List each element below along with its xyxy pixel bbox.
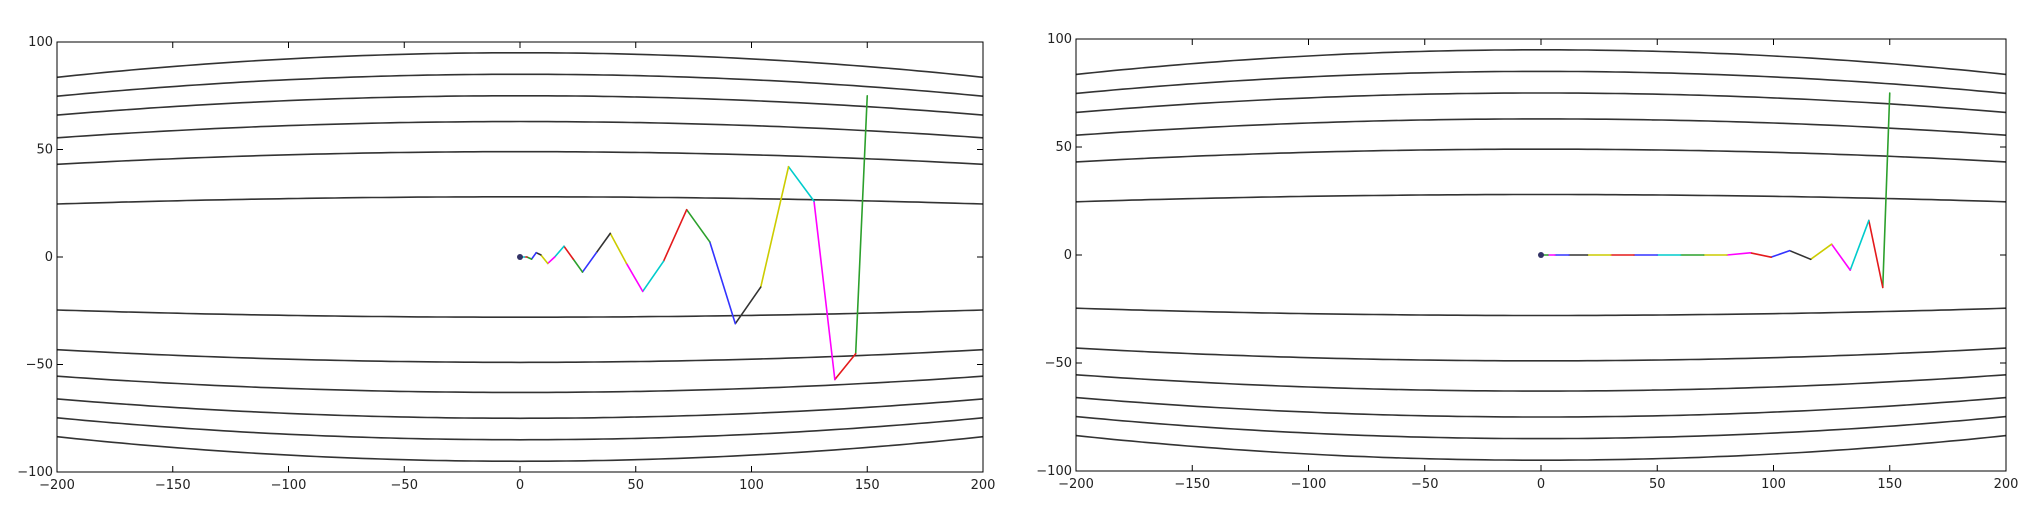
contour-line (57, 309, 983, 319)
trajectory-segment (1770, 249, 1791, 258)
contour-line (1076, 193, 2006, 203)
trajectory-segment (1881, 92, 1891, 289)
x-tick-label: 100 (739, 478, 764, 493)
contour-line (1076, 374, 2006, 392)
y-tick-label: 50 (1055, 140, 1072, 155)
contour-line (57, 51, 983, 79)
trajectory-segment (1788, 249, 1812, 261)
x-tick-label: 150 (1877, 477, 1902, 492)
x-tick-label: −50 (391, 478, 418, 493)
start-point-marker (1538, 252, 1544, 258)
x-tick-label: 200 (1994, 477, 2019, 492)
trajectory-segment (641, 260, 665, 293)
y-tick-label: 100 (28, 35, 53, 50)
trajectory-segment (625, 262, 644, 293)
trajectory-segment (540, 254, 549, 265)
contour-line (1076, 48, 2006, 76)
trajectory-segment (1830, 243, 1852, 271)
trajectory-segment (563, 245, 575, 260)
y-tick-label: −50 (1045, 356, 1072, 371)
trajectory-segment (1809, 243, 1833, 261)
plot-panel-1: −200 −150 −100 −50 0 50 100 150 200 −100 −50 0 50 100 (17, 35, 995, 493)
contour-line (57, 417, 983, 441)
y-tick-label: −50 (26, 358, 53, 373)
start-point-marker (517, 254, 523, 260)
x-tick-label: 50 (627, 478, 644, 493)
y-tick-label: 100 (1047, 32, 1072, 47)
y-tick-label: −100 (1036, 464, 1072, 479)
contour-line (57, 120, 983, 139)
y-tick-label: 0 (1064, 248, 1072, 263)
trajectory-segment (834, 352, 857, 381)
contour-line (57, 398, 983, 420)
contour-line (1076, 415, 2006, 440)
trajectory-segment (530, 251, 538, 260)
trajectory-segment (1726, 252, 1752, 256)
contour-line (1076, 396, 2006, 418)
trajectory-segment (1749, 252, 1772, 258)
contour-line (57, 375, 983, 394)
trajectory-segment (813, 200, 836, 381)
trajectory-segment (546, 256, 556, 265)
trajectory-segment (1868, 219, 1884, 289)
contour-line (57, 435, 983, 463)
contour-line (1076, 434, 2006, 462)
plot-area (1076, 48, 2006, 462)
trajectory-segment (595, 232, 612, 254)
x-tick-label: −50 (1411, 477, 1438, 492)
trajectory-segment (572, 258, 584, 273)
trajectory-segment (734, 286, 762, 325)
contour-line (1076, 347, 2006, 362)
trajectory-segment (609, 232, 628, 265)
x-tick-label: 100 (1761, 477, 1786, 492)
contour-line (1076, 118, 2006, 136)
trajectory-segment (581, 251, 598, 273)
trajectory-segment (685, 208, 711, 243)
y-tick-label: 50 (36, 143, 53, 158)
contour-line (57, 95, 983, 116)
x-tick-label: 0 (516, 478, 524, 493)
x-tick-label: 200 (971, 478, 996, 493)
trajectory-segment (553, 245, 565, 258)
trajectory-segment (787, 165, 815, 202)
x-tick-label: −150 (155, 478, 191, 493)
trajectory-segment (526, 256, 533, 260)
x-tick-label: −200 (39, 478, 75, 493)
x-tick-label: −100 (1291, 477, 1327, 492)
contour-line (1076, 70, 2006, 95)
trajectory-segment (1849, 219, 1870, 271)
trajectory-segment (662, 208, 688, 263)
trajectory-segment (759, 165, 790, 288)
trajectory-segment (709, 241, 737, 325)
contour-line (57, 73, 983, 97)
trajectory-segment (535, 251, 542, 256)
trajectory-segment (854, 94, 869, 355)
contour-line (57, 196, 983, 205)
contour-line (1076, 92, 2006, 114)
x-tick-label: 150 (855, 478, 880, 493)
contour-line (57, 150, 983, 166)
x-tick-label: −100 (271, 478, 307, 493)
plot-panel-2: −200 −150 −100 −50 0 50 100 150 200 −100 −50 0 50 100 (1036, 32, 2018, 492)
x-tick-label: −200 (1058, 477, 1094, 492)
contour-line (1076, 307, 2006, 317)
x-tick-label: −150 (1174, 477, 1210, 492)
plot-area (57, 51, 983, 463)
x-tick-label: 50 (1649, 477, 1666, 492)
contour-line (1076, 148, 2006, 163)
y-tick-label: −100 (17, 465, 53, 480)
x-tick-label: 0 (1537, 477, 1545, 492)
y-tick-label: 0 (45, 250, 53, 265)
contour-line (57, 348, 983, 364)
